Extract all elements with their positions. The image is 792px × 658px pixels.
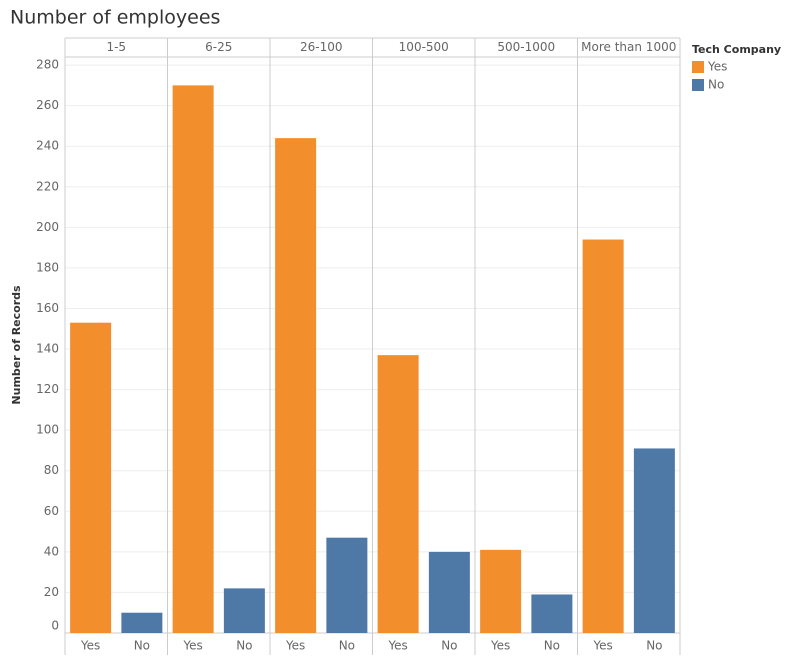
bar <box>275 138 317 633</box>
x-tick-label: Yes <box>285 639 305 653</box>
panel-header: 1-5 <box>106 40 126 54</box>
x-tick-label: Yes <box>80 639 100 653</box>
y-tick-label: 160 <box>36 301 59 315</box>
x-tick-label: Yes <box>490 639 510 653</box>
x-tick-label: No <box>646 639 662 653</box>
bar <box>223 588 265 633</box>
legend-label: No <box>708 78 724 92</box>
y-tick-label: 100 <box>36 423 59 437</box>
y-tick-label: 200 <box>36 220 59 234</box>
bar <box>582 239 624 633</box>
y-tick-label: 240 <box>36 139 59 153</box>
panel-header: 6-25 <box>205 40 232 54</box>
legend-swatch <box>692 61 704 73</box>
bar <box>326 537 368 633</box>
panel-header: More than 1000 <box>581 40 676 54</box>
y-tick-label: 60 <box>44 504 59 518</box>
bar <box>172 85 214 634</box>
bar <box>531 594 573 633</box>
bar <box>70 322 112 633</box>
x-tick-label: No <box>236 639 252 653</box>
x-tick-label: No <box>134 639 150 653</box>
legend-swatch <box>692 79 704 91</box>
y-tick-label: 220 <box>36 179 59 193</box>
legend-label: Yes <box>707 60 727 74</box>
y-axis-title: Number of Records <box>10 285 23 405</box>
y-tick-label: 140 <box>36 342 59 356</box>
legend-title: Tech Company <box>692 43 781 56</box>
y-tick-label: 0 <box>51 619 59 633</box>
x-tick-label: Yes <box>592 639 612 653</box>
y-tick-label: 280 <box>36 58 59 72</box>
x-tick-label: No <box>544 639 560 653</box>
y-tick-label: 120 <box>36 382 59 396</box>
y-tick-label: 260 <box>36 98 59 112</box>
x-tick-label: Yes <box>182 639 202 653</box>
panel-header: 500-1000 <box>497 40 555 54</box>
bar <box>121 612 163 633</box>
chart-title: Number of employees <box>10 7 220 29</box>
bar <box>428 551 470 633</box>
y-tick-label: 20 <box>44 585 59 599</box>
panel-header: 26-100 <box>300 40 343 54</box>
bar <box>633 448 675 633</box>
bar <box>480 549 522 633</box>
x-tick-label: No <box>441 639 457 653</box>
panel-header: 100-500 <box>399 40 449 54</box>
y-tick-label: 180 <box>36 260 59 274</box>
x-tick-label: Yes <box>387 639 407 653</box>
y-tick-label: 40 <box>44 544 59 558</box>
bar <box>377 355 419 633</box>
x-tick-label: No <box>339 639 355 653</box>
y-tick-label: 80 <box>44 463 59 477</box>
